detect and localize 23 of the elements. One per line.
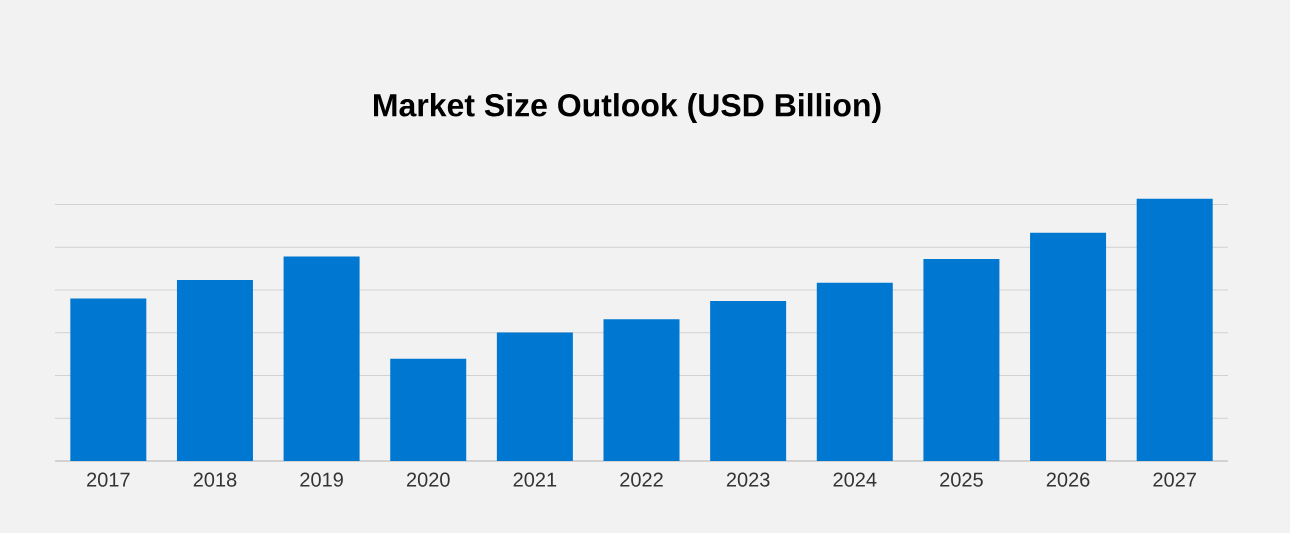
x-tick-label: 2021 bbox=[513, 472, 557, 487]
x-tick-label: 2020 bbox=[406, 472, 450, 487]
x-tick-label: 2019 bbox=[300, 472, 343, 487]
bar bbox=[1030, 232, 1107, 461]
bar bbox=[923, 259, 1000, 461]
x-tick-label: 2023 bbox=[726, 472, 770, 487]
bar bbox=[390, 358, 467, 461]
bar bbox=[283, 256, 360, 461]
bar bbox=[710, 301, 787, 461]
bar bbox=[496, 332, 573, 461]
x-tick-label: 2025 bbox=[940, 472, 983, 487]
chart-title: Market Size Outlook (USD Billion) bbox=[374, 93, 881, 123]
bar bbox=[816, 282, 893, 461]
bar bbox=[70, 298, 147, 461]
bar bbox=[1136, 198, 1213, 461]
bar bbox=[603, 319, 680, 461]
x-tick-label: 2024 bbox=[833, 472, 877, 487]
bar bbox=[176, 280, 253, 461]
x-tick-label: 2017 bbox=[87, 472, 130, 487]
x-tick-label: 2027 bbox=[1153, 472, 1196, 487]
x-tick-label: 2018 bbox=[193, 472, 237, 487]
x-tick-label: 2022 bbox=[620, 472, 663, 487]
x-tick-label: 2026 bbox=[1046, 472, 1090, 487]
